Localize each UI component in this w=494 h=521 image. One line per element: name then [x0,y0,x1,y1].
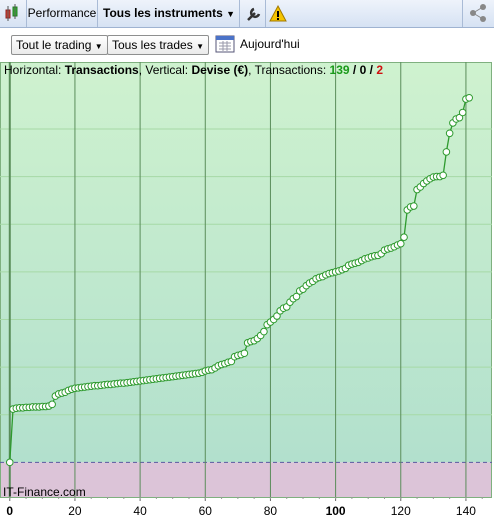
x-tick-label: 0 [6,504,13,518]
trade-point [445,129,454,138]
toolbar: Performance Tous les instruments ▼ [0,0,494,28]
x-tick-label: 100 [326,504,346,518]
trades-label: Tous les trades [112,38,193,52]
calendar-icon[interactable] [215,33,237,55]
trade-point [439,171,447,180]
filter-bar: Tout le trading ▼ Tous les trades ▼ Aujo… [0,28,494,60]
profit-zone [0,62,492,463]
x-tick-label: 120 [391,504,411,518]
trade-point [5,458,14,467]
trade-point [410,202,418,210]
settings-button[interactable] [241,0,266,27]
win-count: 139 [329,63,350,77]
x-tick-label: 40 [133,504,147,518]
x-tick-label: 20 [68,504,82,518]
share-button[interactable] [462,0,494,27]
trades-dropdown[interactable]: Tous les trades ▼ [107,35,209,55]
trade-point [260,327,268,336]
info-value: Devise (€) [191,63,249,77]
x-tick-label: 140 [456,504,476,518]
performance-tab[interactable]: Performance [27,0,98,27]
watermark: IT-Finance.com [3,485,86,499]
scope-label: Tout le trading [16,38,92,52]
scope-dropdown[interactable]: Tout le trading ▼ [11,35,108,55]
trade-point [400,233,408,241]
trade-point [465,93,473,102]
warning-button[interactable] [266,0,290,27]
info-label: , Transactions: [248,63,327,77]
x-tick-label: 60 [199,504,213,518]
loss-count: 2 [376,63,383,77]
trade-point [442,148,451,156]
separator: / [352,63,357,77]
trade-point [292,292,301,301]
trade-point [48,400,56,409]
date-label[interactable]: Aujourd'hui [240,37,300,51]
info-value: Transactions [64,63,139,77]
instruments-label: Tous les instruments [103,6,223,20]
x-tick-label: 80 [264,504,278,518]
loss-zone [0,462,492,497]
even-count: 0 [359,63,367,77]
chart-icon[interactable] [0,0,27,27]
trade-point [458,108,467,117]
chart-info: Horizontal: Transactions, Vertical: Devi… [4,62,383,78]
info-label: Horizontal: [4,63,62,77]
separator: / [369,63,373,77]
instruments-menu[interactable]: Tous les instruments ▼ [98,0,240,27]
plot-border [0,62,492,498]
trade-point [396,239,405,248]
trade-point [240,349,249,358]
info-label: , Vertical: [138,63,189,77]
